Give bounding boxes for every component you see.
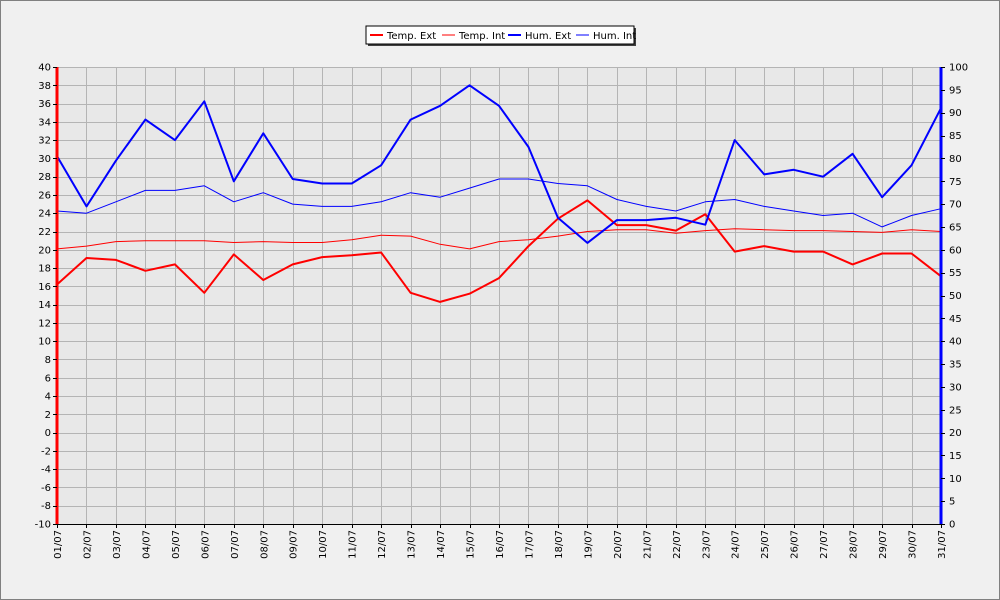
x-tick-label: 20/07: [613, 530, 624, 559]
legend: Temp. Ext Temp. Int Hum. Ext Hum. Int: [365, 25, 636, 46]
y-left-tick-label: 20: [38, 245, 51, 256]
x-tick-label: 18/07: [554, 530, 565, 559]
x-tick-label: 16/07: [495, 530, 506, 559]
x-tick-label: 13/07: [407, 530, 418, 559]
y-right-tick-label: 10: [949, 474, 962, 485]
y-right-tick-label: 60: [949, 245, 962, 256]
y-right-tick-label: 70: [949, 200, 962, 211]
y-left-tick-label: 14: [38, 300, 51, 311]
y-left-tick-label: 26: [38, 190, 51, 201]
y-left-tick-label: 4: [45, 392, 51, 403]
y-left-tick-label: 0: [45, 428, 51, 439]
y-right-tick-label: 15: [949, 451, 962, 462]
x-tick-label: 28/07: [849, 530, 860, 559]
x-tick-label: 01/07: [53, 530, 64, 559]
y-right-tick-label: 35: [949, 360, 962, 371]
y-right-tick-label: 5: [949, 497, 955, 508]
y-left-tick-label: -4: [41, 465, 51, 476]
x-tick-label: 25/07: [760, 530, 771, 559]
x-tick-label: 22/07: [672, 530, 683, 559]
y-left-tick-label: 40: [38, 63, 51, 74]
y-right-tick-label: 100: [949, 63, 968, 74]
y-left-tick-label: 2: [45, 410, 51, 421]
x-tick-label: 31/07: [937, 530, 948, 559]
y-left-tick-label: 38: [38, 81, 51, 92]
y-right-tick-label: 20: [949, 428, 962, 439]
y-right-tick-label: 25: [949, 405, 962, 416]
x-axis-ticks: 01/07 02/07 03/07 04/07 05/07 06/07 07/07 08/07…: [53, 524, 948, 559]
y-right-tick-label: 75: [949, 177, 962, 188]
y-right-tick-label: 40: [949, 337, 962, 348]
y-left-tick-label: 24: [38, 209, 51, 220]
x-tick-label: 26/07: [790, 530, 801, 559]
x-tick-label: 30/07: [908, 530, 919, 559]
y-left-tick-label: 16: [38, 282, 51, 293]
x-tick-label: 19/07: [583, 530, 594, 559]
y-left-tick-label: 22: [38, 227, 51, 238]
x-tick-label: 23/07: [701, 530, 712, 559]
y-left-tick-label: -8: [41, 501, 51, 512]
y-left-tick-label: 28: [38, 172, 51, 183]
y-left-tick-label: 8: [45, 355, 51, 366]
y-axis-left-ticks: -10-8-6-4-202468101214161820222426283032…: [35, 63, 57, 531]
y-left-tick-label: 6: [45, 373, 51, 384]
x-tick-label: 06/07: [200, 530, 211, 559]
x-tick-label: 05/07: [171, 530, 182, 559]
y-left-tick-label: 10: [38, 337, 51, 348]
x-tick-label: 02/07: [83, 530, 94, 559]
x-tick-label: 12/07: [377, 530, 388, 559]
y-right-tick-label: 90: [949, 108, 962, 119]
x-tick-label: 03/07: [112, 530, 123, 559]
y-axis-right-ticks: 0 5 10 15 20 25 30 35 40 45 50 55 60 65 70 75 80 85 90 95 10…: [941, 63, 968, 531]
y-right-tick-label: 85: [949, 131, 962, 142]
grid: [57, 67, 942, 525]
y-left-tick-label: 12: [38, 318, 51, 329]
y-right-tick-label: 0: [949, 520, 955, 531]
series-lines: [56, 84, 942, 303]
x-tick-label: 27/07: [819, 530, 830, 559]
x-tick-label: 11/07: [348, 530, 359, 559]
y-right-tick-label: 55: [949, 268, 962, 279]
legend-label-hum-ext: Hum. Ext: [525, 31, 571, 42]
y-left-tick-label: -10: [35, 520, 51, 531]
y-left-tick-label: 18: [38, 264, 51, 275]
y-left-tick-label: -6: [41, 483, 51, 494]
x-tick-label: 17/07: [525, 530, 536, 559]
legend-label-temp-ext: Temp. Ext: [386, 31, 436, 42]
y-left-tick-label: -2: [41, 446, 51, 457]
y-right-tick-label: 80: [949, 154, 962, 165]
y-right-tick-label: 95: [949, 85, 962, 96]
y-right-tick-label: 65: [949, 222, 962, 233]
x-tick-label: 14/07: [436, 530, 447, 559]
x-tick-label: 10/07: [318, 530, 329, 559]
y-left-tick-label: 32: [38, 136, 51, 147]
x-tick-label: 15/07: [466, 530, 477, 559]
y-right-tick-label: 30: [949, 382, 962, 393]
x-tick-label: 24/07: [731, 530, 742, 559]
y-left-tick-label: 36: [38, 99, 51, 110]
x-tick-label: 21/07: [642, 530, 653, 559]
x-tick-label: 09/07: [289, 530, 300, 559]
y-left-tick-label: 30: [38, 154, 51, 165]
x-tick-label: 08/07: [259, 530, 270, 559]
y-left-tick-label: 34: [38, 117, 51, 128]
x-tick-label: 29/07: [878, 530, 889, 559]
legend-box: [365, 25, 635, 45]
y-right-tick-label: 50: [949, 291, 962, 302]
legend-label-temp-int: Temp. Int: [458, 31, 505, 42]
x-tick-label: 07/07: [230, 530, 241, 559]
x-tick-label: 04/07: [141, 530, 152, 559]
legend-label-hum-int: Hum. Int: [593, 31, 636, 42]
y-right-tick-label: 45: [949, 314, 962, 325]
